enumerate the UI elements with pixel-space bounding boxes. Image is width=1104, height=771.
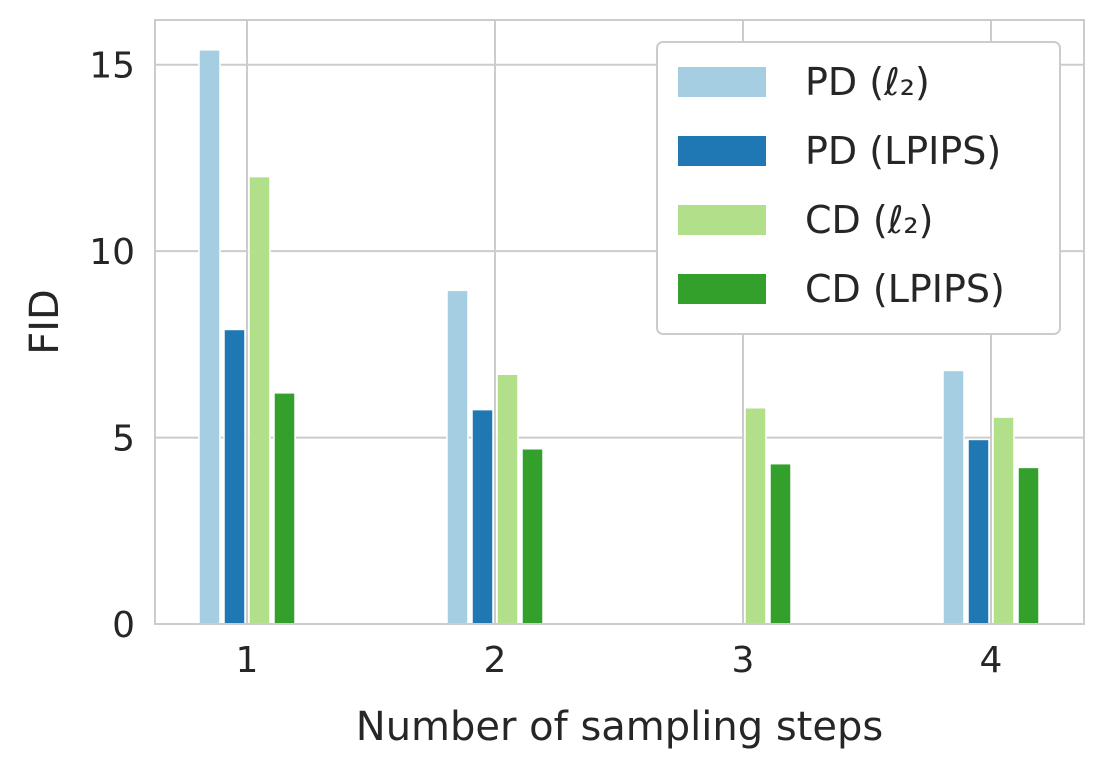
bar-pd-lpips-step-1 — [223, 328, 246, 625]
legend-swatch — [678, 205, 766, 235]
bar-cd-lpips-step-3 — [769, 462, 792, 625]
bar-cd-step-1 — [248, 175, 271, 625]
legend-swatch — [678, 67, 766, 97]
bar-pd-lpips-step-4 — [967, 438, 990, 625]
bar-cd-lpips-step-2 — [521, 448, 544, 625]
y-tick-label: 0 — [112, 605, 135, 646]
bar-cd-step-2 — [496, 373, 519, 625]
legend-label: PD (ℓ₂) — [805, 60, 930, 104]
legend-items: PD (ℓ₂) PD (LPIPS) CD (ℓ₂) CD (LPIPS) — [678, 60, 1005, 311]
x-tick-label: 1 — [236, 640, 259, 681]
bar-pd-step-1 — [198, 49, 221, 625]
bar-cd-step-4 — [992, 416, 1015, 625]
legend-label: PD (LPIPS) — [805, 129, 1001, 173]
x-axis-label: Number of sampling steps — [356, 704, 883, 750]
legend-swatch — [678, 136, 766, 166]
y-axis-label: FID — [22, 289, 68, 355]
legend-box — [656, 41, 1061, 335]
bar-cd-step-3 — [744, 407, 767, 625]
x-tick-label: 3 — [732, 640, 755, 681]
legend: PD (ℓ₂) PD (LPIPS) CD (ℓ₂) CD (LPIPS) — [656, 41, 1061, 335]
x-tick-label: 4 — [980, 640, 1003, 681]
y-tick-label: 15 — [89, 46, 135, 87]
plot-frame — [154, 19, 1085, 625]
legend-label: CD (ℓ₂) — [805, 198, 933, 242]
tick-labels: 0 5 10 15 1 2 3 4 — [89, 46, 1002, 681]
legend-swatch — [678, 274, 766, 304]
y-tick-label: 5 — [112, 419, 135, 460]
legend-label: CD (LPIPS) — [805, 267, 1005, 311]
bar-pd-step-4 — [942, 369, 965, 625]
bar-pd-step-2 — [446, 289, 469, 625]
x-tick-label: 2 — [484, 640, 507, 681]
bar-cd-lpips-step-1 — [273, 392, 296, 625]
bar-cd-lpips-step-4 — [1017, 466, 1040, 625]
bar-pd-lpips-step-2 — [471, 408, 494, 625]
y-tick-label: 10 — [89, 232, 135, 273]
